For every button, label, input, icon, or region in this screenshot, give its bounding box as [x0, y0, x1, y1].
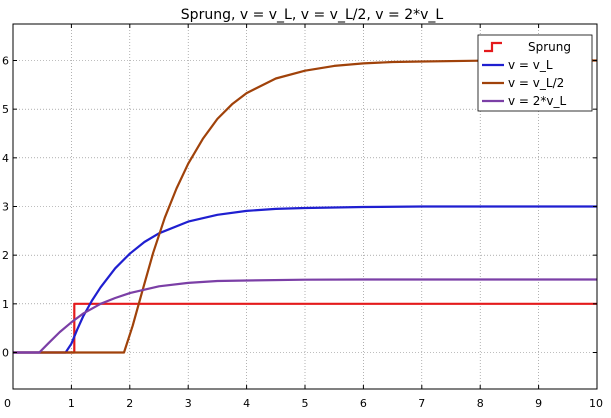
x-tick-label: 6 [360, 397, 367, 410]
axis-ticks: 0 1 2 3 4 5 6 7 8 9 10 0 1 2 3 4 5 6 [2, 24, 603, 410]
x-tick-label: 4 [243, 397, 250, 410]
legend-box [477, 34, 593, 112]
series-line-v-2-v-l [13, 278, 597, 354]
legend-label: v = v_L/2 [508, 76, 564, 90]
y-tick-label: 5 [2, 103, 9, 116]
legend: Sprung v = v_Lv = v_L/2v = 2*v_L [477, 34, 593, 112]
x-tick-label: 10 [589, 397, 603, 410]
series-line-v-v-l-2 [13, 59, 597, 354]
y-tick-label: 6 [2, 55, 9, 68]
y-tick-label: 1 [2, 298, 9, 311]
x-tick-label: 8 [477, 397, 484, 410]
chart-title: Sprung, v = v_L, v = v_L/2, v = 2*v_L [181, 7, 444, 23]
x-tick-label: 1 [68, 397, 75, 410]
y-tick-label: 2 [2, 249, 9, 262]
y-tick-label: 3 [2, 201, 9, 214]
legend-label: Sprung [528, 40, 571, 54]
x-tick-label: 3 [185, 397, 192, 410]
series-lines [13, 59, 597, 354]
y-tick-label: 0 [2, 347, 9, 360]
x-tick-label: 5 [302, 397, 309, 410]
y-tick-label: 4 [2, 152, 9, 165]
legend-label: v = 2*v_L [508, 94, 567, 108]
legend-label: v = v_L [508, 58, 553, 72]
legend-swatch [484, 41, 502, 53]
x-tick-label: 7 [418, 397, 425, 410]
x-tick-label: 2 [126, 397, 133, 410]
x-tick-label: 0 [4, 397, 11, 410]
x-tick-label: 9 [535, 397, 542, 410]
